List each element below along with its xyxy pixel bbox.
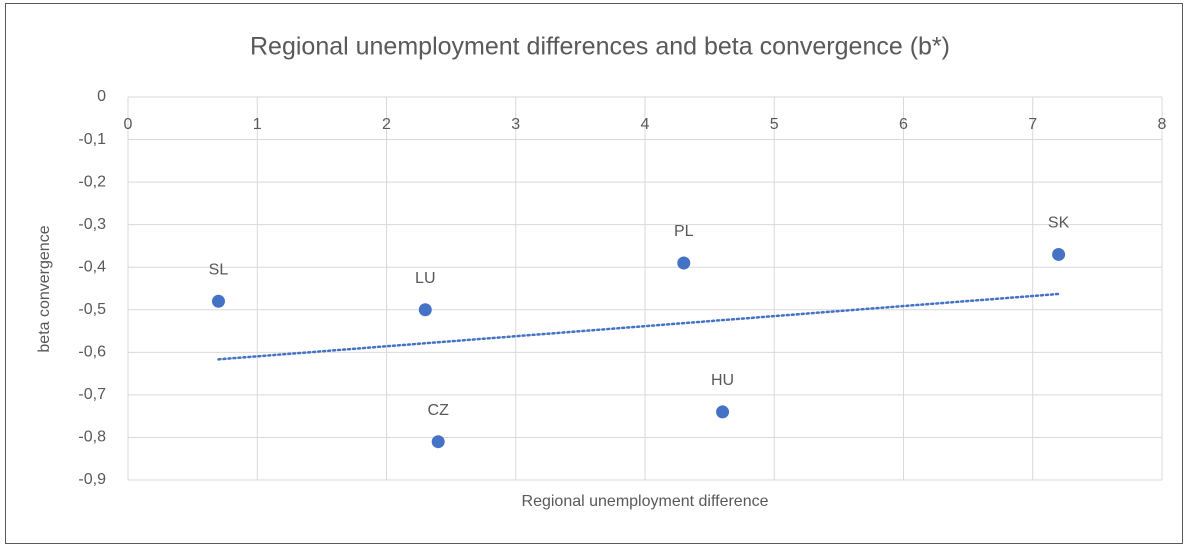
x-tick-label: 5 [770,116,779,133]
y-tick-label: -0,1 [78,131,106,148]
point-label: LU [415,270,435,287]
point [431,435,445,449]
point-label: HU [711,372,734,389]
point-label: CZ [428,402,450,419]
point [677,256,691,270]
trendline [217,292,1060,361]
x-tick-label: 0 [124,116,133,133]
x-tick-label: 8 [1158,116,1167,133]
y-tick-label: -0,8 [78,429,106,446]
x-tick-label: 1 [253,116,262,133]
y-tick-label: -0,6 [78,344,106,361]
chart-title: Regional unemployment differences and be… [250,33,950,61]
point-label: SK [1048,215,1070,232]
y-tick-label: -0,7 [78,386,106,403]
y-tick-label: -0,9 [78,471,106,488]
x-tick-label: 7 [1028,116,1037,133]
y-tick-label: -0,5 [78,301,106,318]
x-tick-label: 6 [899,116,908,133]
point [211,294,225,308]
x-tick-label: 4 [641,116,650,133]
point-label: PL [674,223,694,240]
x-tick-label: 2 [382,116,391,133]
point [716,405,730,419]
point [418,303,432,317]
y-tick-label: -0,2 [78,173,106,190]
y-axis-title: beta convergence [36,225,53,352]
x-axis-title: Regional unemployment difference [522,493,769,510]
x-tick-label: 3 [511,116,520,133]
y-tick-label: 0 [97,88,106,105]
chart-border [5,3,1183,544]
y-tick-label: -0,4 [78,258,106,275]
point [1052,247,1066,261]
y-tick-label: -0,3 [78,216,106,233]
point-label: SL [209,261,229,278]
